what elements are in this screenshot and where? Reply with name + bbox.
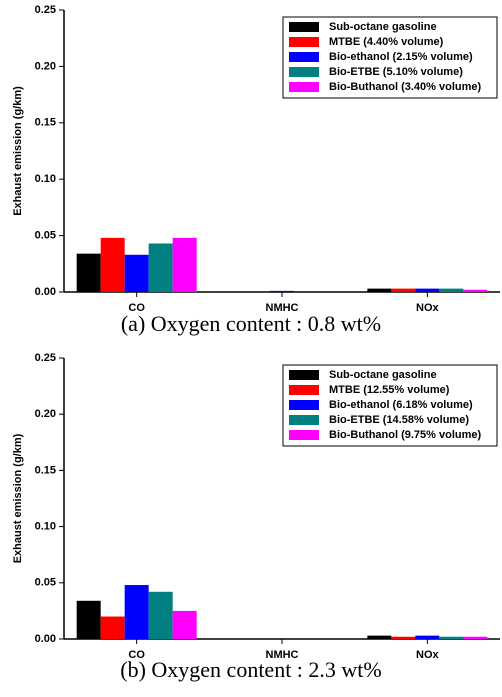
bar	[100, 237, 125, 292]
bar	[124, 254, 149, 292]
legend-swatch	[289, 82, 319, 92]
bar	[439, 636, 464, 639]
legend-swatch	[289, 370, 319, 380]
bar	[391, 288, 416, 292]
bar	[148, 591, 173, 639]
bar	[172, 237, 197, 292]
bar	[367, 288, 392, 292]
x-tick-label: NOx	[416, 649, 440, 661]
bar	[463, 289, 488, 292]
y-tick-label: 0.20	[35, 408, 56, 420]
bar	[124, 585, 149, 639]
y-axis-label: Exhaust emission (g/km)	[12, 433, 24, 563]
legend-swatch	[289, 52, 319, 62]
caption: (a) Oxygen content : 0.8 wt%	[121, 311, 381, 336]
y-tick-label: 0.10	[35, 173, 56, 185]
bar	[76, 600, 101, 639]
x-tick-label: NMHC	[266, 649, 299, 661]
bar	[270, 290, 294, 292]
x-tick-label: CO	[128, 302, 145, 314]
bar	[100, 616, 125, 639]
legend-label: Bio-Buthanol (9.75% volume)	[329, 429, 482, 441]
x-tick-label: NOx	[416, 302, 440, 314]
bar	[415, 635, 440, 639]
bar	[148, 243, 173, 292]
legend-swatch	[289, 430, 319, 440]
y-tick-label: 0.25	[35, 4, 56, 16]
bar	[172, 610, 197, 639]
legend-label: Bio-ethanol (6.18% volume)	[329, 399, 473, 411]
bar	[415, 288, 440, 292]
y-tick-label: 0.15	[35, 117, 56, 129]
legend-swatch	[289, 67, 319, 77]
legend-label: Bio-Buthanol (3.40% volume)	[329, 81, 482, 93]
x-tick-label: NMHC	[266, 302, 299, 314]
y-axis-label: Exhaust emission (g/km)	[12, 86, 24, 216]
legend-swatch	[289, 22, 319, 32]
legend-label: Bio-ETBE (14.58% volume)	[329, 414, 469, 426]
y-tick-label: 0.00	[35, 633, 56, 645]
legend-swatch	[289, 37, 319, 47]
y-tick-label: 0.15	[35, 464, 56, 476]
y-tick-label: 0.00	[35, 286, 56, 298]
legend-label: Sub-octane gasoline	[329, 21, 437, 33]
legend-label: MTBE (12.55% volume)	[329, 384, 450, 396]
bar	[439, 288, 464, 292]
y-tick-label: 0.25	[35, 352, 56, 364]
y-tick-label: 0.10	[35, 521, 56, 533]
legend-swatch	[289, 415, 319, 425]
bar	[391, 636, 416, 639]
x-tick-label: CO	[128, 649, 145, 661]
legend-label: Sub-octane gasoline	[329, 369, 437, 381]
y-tick-label: 0.05	[35, 230, 56, 242]
bar	[463, 636, 488, 639]
legend-label: Bio-ETBE (5.10% volume)	[329, 66, 463, 78]
bar	[76, 253, 101, 292]
y-tick-label: 0.05	[35, 577, 56, 589]
legend-swatch	[289, 385, 319, 395]
legend-label: MTBE (4.40% volume)	[329, 36, 444, 48]
legend-swatch	[289, 400, 319, 410]
bar	[367, 635, 392, 639]
y-tick-label: 0.20	[35, 60, 56, 72]
legend-label: Bio-ethanol (2.15% volume)	[329, 51, 473, 63]
caption: (b) Oxygen content : 2.3 wt%	[120, 657, 382, 682]
